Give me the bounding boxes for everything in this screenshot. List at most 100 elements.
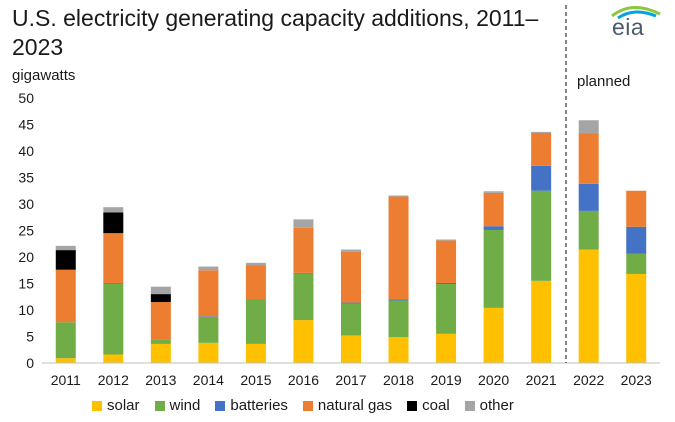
bar-segment-natural-gas-2022 (578, 133, 599, 184)
y-tick-label: 30 (18, 196, 34, 212)
y-axis: 0 5 10 15 20 25 30 35 40 45 50 (18, 90, 34, 371)
y-tick-label: 35 (18, 170, 34, 186)
bar-segment-wind-2016 (293, 273, 314, 321)
bar-segment-solar-2023 (626, 273, 647, 363)
bar-segment-other-2022 (578, 120, 599, 134)
bar-segment-wind-2012 (103, 283, 124, 355)
bar-segment-other-2020 (483, 191, 504, 193)
legend-item-coal: coal (407, 397, 450, 414)
bar-segment-wind-2011 (55, 322, 76, 359)
bar-segment-natural-gas-2014 (198, 270, 219, 317)
y-tick-label: 45 (18, 117, 34, 133)
y-tick-label: 15 (18, 276, 34, 292)
x-tick-label: 2022 (573, 372, 604, 388)
bar-segment-natural-gas-2015 (245, 265, 266, 300)
bar-segment-solar-2020 (483, 307, 504, 363)
bar-segment-batteries-2023 (626, 226, 647, 254)
y-tick-label: 10 (18, 302, 34, 318)
legend-item-natural-gas: natural gas (302, 397, 393, 414)
bar-segment-wind-2018 (388, 300, 409, 338)
bar-segment-natural-gas-2020 (483, 192, 504, 227)
bar-segment-solar-2013 (150, 343, 171, 363)
planned-annotation: planned (577, 73, 631, 90)
bar-segment-other-2011 (55, 245, 76, 251)
legend-swatch (464, 400, 475, 411)
bar-segment-coal-2013 (150, 294, 171, 303)
bar-segment-natural-gas-2012 (103, 233, 124, 283)
bar-segment-natural-gas-2021 (531, 132, 552, 166)
bar-segment-other-2017 (341, 249, 361, 252)
bar-segment-solar-2011 (55, 358, 76, 363)
y-tick-label: 40 (18, 143, 34, 159)
chart-title: U.S. electricity generating capacity add… (12, 5, 539, 60)
bar-segment-natural-gas-2023 (626, 190, 647, 227)
bar-segment-batteries-2012 (103, 282, 124, 284)
bar-segment-wind-2022 (578, 210, 599, 250)
bars (55, 120, 647, 363)
y-tick-label: 20 (18, 249, 34, 265)
bar-segment-natural-gas-2018 (388, 196, 409, 300)
bar-segment-batteries-2015 (245, 299, 266, 300)
bar-segment-wind-2015 (245, 299, 266, 344)
bar-segment-batteries-2019 (436, 282, 457, 285)
eia-logo-text: eia (612, 14, 645, 40)
bar-segment-solar-2017 (341, 335, 361, 363)
legend-item-solar: solar (92, 397, 140, 414)
bar-segment-other-2021 (531, 131, 552, 133)
bar-segment-other-2013 (150, 286, 171, 295)
bar-segment-other-2018 (388, 195, 409, 197)
bar-segment-batteries-2020 (483, 226, 504, 230)
bar-segment-other-2012 (103, 207, 124, 213)
bar-segment-solar-2012 (103, 354, 124, 363)
eia-logo-arcs-icon (611, 6, 661, 20)
legend-item-batteries: batteries (215, 397, 288, 414)
bar-segment-batteries-2014 (198, 316, 219, 317)
legend-swatch (407, 400, 418, 411)
y-tick-label: 25 (18, 223, 34, 239)
x-tick-label: 2015 (240, 372, 271, 388)
bar-segment-wind-2020 (483, 229, 504, 308)
bar-segment-wind-2023 (626, 253, 647, 274)
bar-segment-natural-gas-2016 (293, 227, 314, 273)
x-axis: 2011 2012 2013 2014 2015 2016 2017 2018 2019 2020… (42, 362, 660, 388)
legend-label: solar (107, 397, 140, 414)
bar-segment-batteries-2021 (531, 165, 552, 191)
legend-item-other: other (464, 397, 514, 414)
legend-label: natural gas (317, 397, 393, 414)
bar-segment-wind-2014 (198, 316, 219, 343)
y-tick-label: 5 (26, 329, 34, 345)
legend-swatch (92, 400, 102, 411)
bar-segment-other-2016 (293, 219, 314, 228)
x-tick-label: 2016 (288, 372, 319, 388)
legend-label: wind (169, 397, 201, 414)
bar-segment-natural-gas-2017 (341, 251, 361, 303)
legend-swatch (215, 400, 226, 411)
x-tick-label: 2017 (335, 372, 366, 388)
bar-segment-batteries-2016 (293, 272, 314, 274)
bar-segment-other-2015 (245, 262, 266, 266)
bar-segment-other-2014 (198, 266, 219, 271)
y-tick-label: 0 (26, 355, 34, 371)
bar-segment-wind-2013 (150, 339, 171, 344)
x-tick-label: 2020 (478, 372, 509, 388)
bar-segment-natural-gas-2013 (150, 302, 171, 340)
bar-segment-other-2019 (436, 239, 457, 241)
x-tick-label: 2013 (145, 372, 176, 388)
bar-segment-batteries-2018 (388, 299, 409, 301)
x-tick-label: 2023 (621, 372, 652, 388)
bar-segment-wind-2021 (531, 190, 552, 281)
x-tick-label: 2021 (526, 372, 557, 388)
legend-swatch (154, 400, 165, 411)
legend-swatch (302, 400, 313, 411)
bar-segment-solar-2014 (198, 342, 219, 363)
bar-segment-solar-2022 (578, 249, 599, 363)
bar-segment-coal-2012 (103, 212, 124, 234)
bar-segment-solar-2015 (245, 343, 266, 363)
legend: solar wind batteries natural gas coal other (92, 397, 514, 414)
x-tick-label: 2012 (98, 372, 129, 388)
y-tick-label: 50 (18, 90, 34, 106)
bar-segment-solar-2021 (531, 280, 552, 363)
x-tick-label: 2018 (383, 372, 414, 388)
bar-segment-natural-gas-2011 (55, 269, 76, 323)
